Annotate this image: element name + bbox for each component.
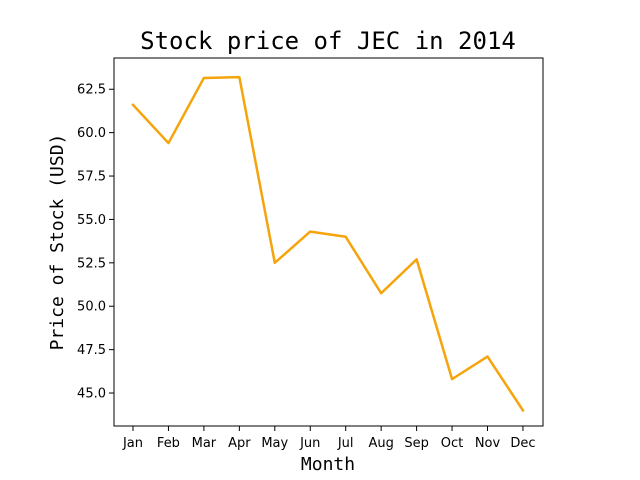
x-tick-label: Aug <box>368 436 393 451</box>
series-line-jec <box>131 75 525 413</box>
x-axis-label: Month <box>301 454 355 475</box>
x-tick-label: Nov <box>475 436 501 451</box>
x-tick-label: Oct <box>441 436 463 451</box>
x-tick-label: May <box>261 436 288 451</box>
chart-title: Stock price of JEC in 2014 <box>140 27 516 55</box>
y-tick-label: 60.0 <box>77 126 106 141</box>
y-tick-label: 47.5 <box>77 343 106 358</box>
x-tick-label: Jul <box>337 436 354 451</box>
y-axis-label: Price of Stock (USD) <box>47 134 68 351</box>
x-tick-label: Sep <box>404 436 429 451</box>
y-tick-label: 52.5 <box>77 256 106 271</box>
x-axis: Jan Feb Mar Apr May Jun Jul Aug Sep Oct Nov Dec <box>122 426 536 451</box>
y-tick-label: 57.5 <box>77 170 106 185</box>
y-tick-label: 62.5 <box>77 83 106 98</box>
x-tick-label: Jan <box>122 436 143 451</box>
x-tick-label: Feb <box>157 436 180 451</box>
y-tick-label: 45.0 <box>77 387 106 402</box>
x-tick-label: Mar <box>192 436 217 451</box>
x-tick-label: Jun <box>299 436 320 451</box>
x-tick-label: Apr <box>228 436 251 451</box>
plot-area <box>113 57 544 427</box>
y-tick-label: 50.0 <box>77 300 106 315</box>
y-tick-label: 55.0 <box>77 213 106 228</box>
y-axis: 45.0 47.5 50.0 52.5 55.0 57.5 60.0 62.5 <box>77 83 114 402</box>
x-tick-label: Dec <box>510 436 535 451</box>
